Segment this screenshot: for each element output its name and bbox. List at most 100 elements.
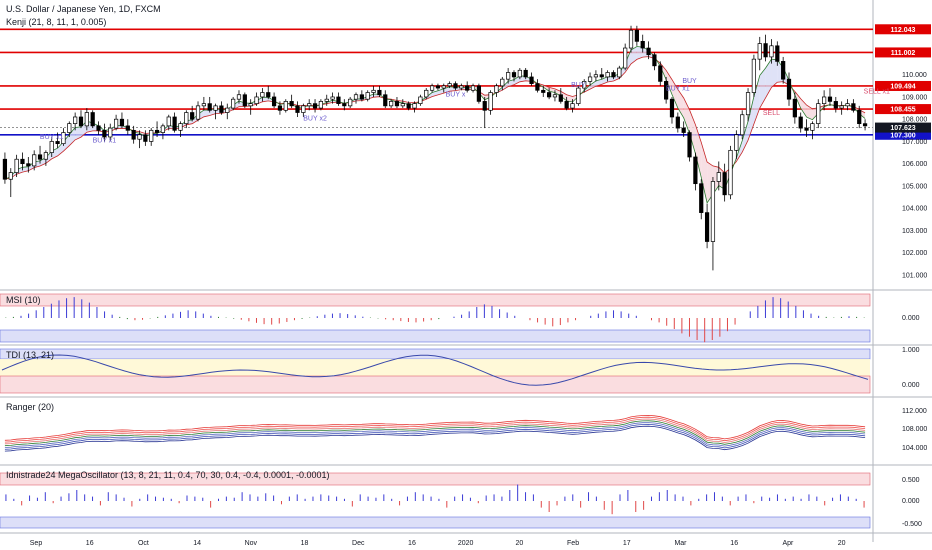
signal-label: BUY [682, 78, 697, 85]
ma-ribbon-segment [554, 88, 561, 97]
candle [453, 83, 458, 89]
time-axis[interactable]: Sep 16 Oct 14 Nov 18 Dec 16 2020 20 Feb 17 Mar 16 Apr 2… [30, 540, 846, 547]
kenji-indicator-legend: Kenji (21, 8, 11, 1, 0.005) [6, 17, 106, 27]
time-axis-tick: Mar [674, 540, 687, 547]
ranger-band-line [4, 422, 866, 448]
price-axis-tick: 107.000 [902, 139, 927, 146]
candle [769, 45, 774, 58]
candle [14, 158, 19, 173]
candle [90, 112, 95, 127]
candle [371, 89, 376, 93]
ma-ribbon-segment [748, 96, 754, 141]
price-axis-tick: 106.000 [902, 161, 927, 168]
ma-ribbon-segment [590, 80, 596, 90]
candle [804, 127, 809, 131]
price-axis-tick: 105.000 [902, 183, 927, 190]
time-axis-tick: 20 [838, 540, 846, 547]
candle [816, 103, 821, 124]
msi-pane[interactable]: MSI (10) 0.000 [0, 293, 920, 343]
candle [424, 89, 429, 98]
candle [400, 103, 405, 107]
msi-label: MSI (10) [6, 295, 41, 305]
ma-ribbon-segment [566, 94, 573, 102]
candle [704, 212, 710, 242]
candle [324, 98, 329, 102]
candle [318, 101, 324, 109]
candle [2, 158, 8, 180]
tdi-axis-tick-top: 1.000 [902, 347, 920, 354]
signal-label: BUY x1 [666, 86, 690, 93]
candle [541, 89, 546, 93]
candle [219, 105, 224, 113]
candle [231, 98, 236, 109]
candle [699, 183, 704, 213]
msi-axis-tick: 0.000 [902, 315, 920, 322]
megaoscillator-pane[interactable]: Idnistrade24 MegaOscillator (13, 8, 21, … [0, 470, 922, 529]
ma-ribbon-segment [203, 110, 210, 117]
candle [447, 83, 452, 87]
ranger-pane[interactable]: Ranger (20) 112.000 108.000 104.000 [4, 402, 928, 452]
price-tag-label: 107.300 [890, 132, 915, 139]
symbol-title: U.S. Dollar / Japanese Yen, 1D, FXCM [6, 4, 161, 14]
price-tag-label: 112.043 [891, 27, 916, 34]
price-axis-tick: 103.000 [902, 228, 927, 235]
ranger-band-line [4, 414, 866, 441]
ma-ribbon-segment [771, 59, 778, 88]
ma-ribbon-segment [806, 105, 813, 120]
candle [26, 163, 31, 167]
signal-label: SELL x1 [864, 89, 890, 96]
signal-label: SELL [763, 110, 780, 117]
candle [564, 101, 569, 109]
candle [342, 103, 347, 107]
time-axis-tick: 2020 [458, 540, 474, 547]
candle [634, 29, 639, 42]
tdi-lines [1, 354, 869, 386]
time-axis-tick: Nov [245, 540, 258, 547]
candle [740, 114, 745, 136]
ranger-band-line [4, 423, 866, 450]
candle [587, 76, 593, 82]
candle [8, 172, 13, 180]
candle [336, 96, 341, 104]
time-axis-tick: 16 [730, 540, 738, 547]
time-axis-tick: 16 [408, 540, 416, 547]
candle [693, 156, 698, 185]
candle [172, 116, 177, 131]
price-axis-tick: 101.000 [902, 272, 927, 279]
ma-ribbon-segment [695, 124, 702, 178]
candle [49, 141, 54, 153]
price-axis-tick: 104.000 [902, 206, 927, 213]
candle [307, 103, 312, 107]
price-pane[interactable]: 112.043 111.002 109.494 108.455 107.300107.6… [0, 24, 931, 279]
candle [470, 85, 476, 91]
candle [73, 116, 78, 124]
candle [67, 123, 72, 133]
candle [763, 43, 768, 58]
candle [623, 47, 628, 69]
candle [96, 125, 101, 131]
candle [365, 92, 370, 100]
candle [781, 61, 786, 80]
candle [236, 94, 242, 100]
candle [851, 103, 856, 111]
ma-ribbon-segment [631, 46, 637, 64]
price-tag-109.494 [875, 80, 931, 91]
candle [160, 125, 166, 133]
ranger-band-line [4, 420, 866, 447]
candle [207, 103, 212, 111]
candle [113, 118, 119, 129]
candle [389, 101, 394, 107]
candle [190, 112, 195, 120]
candle [429, 85, 435, 91]
ma-ribbon-segment [759, 67, 766, 108]
ma-ribbon-segment [502, 81, 509, 91]
candle [377, 89, 382, 96]
price-axis-tick: 110.000 [902, 72, 927, 79]
tdi-pane[interactable]: TDI (13, 21) 1.000 0.000 [0, 347, 920, 394]
candle [166, 116, 171, 127]
ma-ribbon-segment [689, 109, 696, 154]
ma-ribbon-segment [519, 75, 526, 82]
candle [546, 92, 552, 98]
candle [628, 29, 634, 49]
candle [84, 112, 89, 127]
